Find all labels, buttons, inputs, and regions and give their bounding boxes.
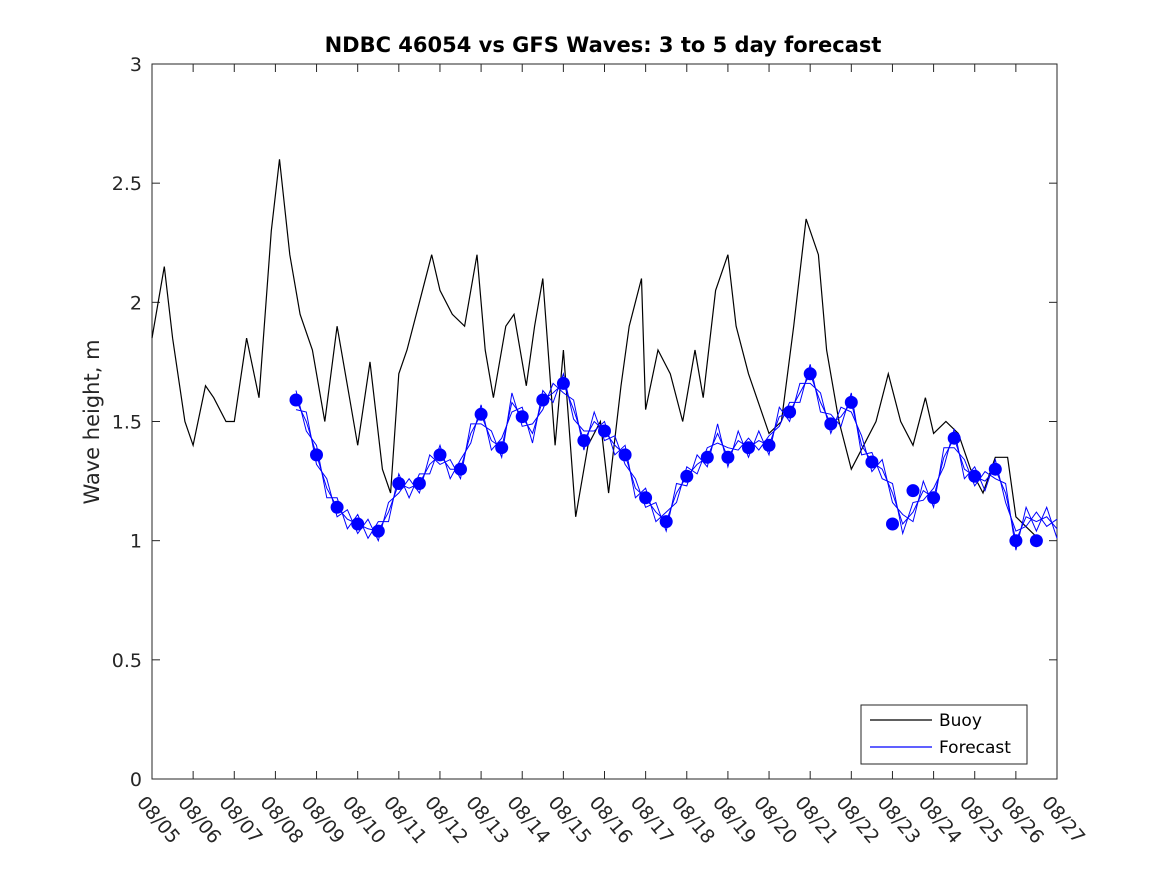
forecast-marker [412, 477, 426, 490]
forecast-marker [351, 517, 365, 531]
forecast-marker [988, 462, 1002, 476]
forecast-marker [906, 484, 920, 498]
forecast-marker [310, 448, 323, 462]
forecast-marker [844, 395, 858, 409]
forecast-marker [700, 450, 714, 464]
forecast-marker [659, 515, 673, 529]
y-tick-label: 0.5 [112, 650, 142, 672]
forecast-marker [495, 441, 509, 455]
forecast-marker [556, 376, 570, 390]
legend-box [860, 704, 1028, 765]
forecast-marker [618, 448, 632, 462]
y-axis-label: Wave height, m [80, 339, 104, 504]
y-tick-label: 2.5 [112, 173, 142, 195]
forecast-marker [1029, 534, 1043, 548]
forecast-marker [330, 500, 344, 514]
forecast-marker [721, 450, 735, 464]
forecast-marker [927, 491, 941, 505]
forecast-marker [598, 424, 611, 438]
forecast-marker [886, 517, 899, 531]
buoy-series-line [151, 159, 1041, 542]
forecast-marker [1009, 534, 1023, 548]
forecast-marker [577, 434, 591, 448]
forecast-marker [783, 405, 797, 419]
y-tick-label: 1.5 [112, 412, 142, 434]
forecast-marker [742, 441, 755, 455]
forecast-marker [371, 524, 385, 538]
forecast-marker [433, 448, 447, 462]
forecast-marker [392, 477, 406, 490]
forecast-marker [536, 393, 550, 407]
forecast-marker [824, 417, 838, 431]
forecast-marker [474, 407, 488, 421]
forecast-marker [515, 410, 529, 424]
forecast-ensemble-line [295, 364, 1058, 540]
forecast-marker [639, 491, 653, 505]
legend: Buoy Forecast [860, 704, 1028, 765]
series-layer [151, 159, 1058, 551]
forecast-marker [680, 469, 694, 483]
forecast-marker [454, 462, 467, 476]
y-tick-label: 2 [130, 292, 142, 314]
forecast-marker [968, 469, 982, 483]
chart-title: NDBC 46054 vs GFS Waves: 3 to 5 day fore… [325, 33, 882, 57]
y-tick-label: 3 [130, 54, 142, 76]
forecast-marker [947, 431, 961, 445]
forecast-marker [289, 393, 303, 407]
y-tick-label: 1 [130, 531, 142, 553]
legend-buoy-label: Buoy [939, 711, 982, 731]
forecast-marker [762, 438, 776, 452]
legend-forecast-label: Forecast [939, 738, 1011, 758]
forecast-marker [803, 367, 817, 381]
forecast-marker [865, 455, 879, 469]
y-tick-label: 0 [130, 769, 142, 791]
